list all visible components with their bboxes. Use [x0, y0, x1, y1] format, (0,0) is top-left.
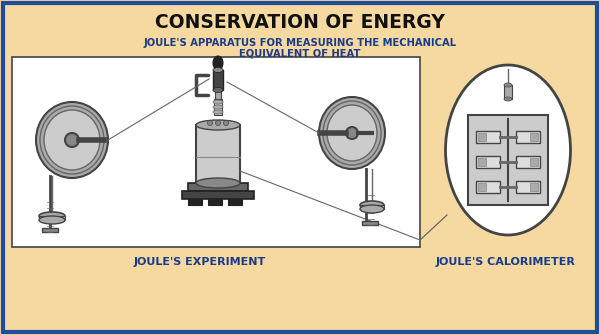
Ellipse shape	[504, 97, 512, 101]
FancyBboxPatch shape	[12, 57, 420, 247]
FancyBboxPatch shape	[476, 181, 500, 193]
Text: JOULE'S APPARATUS FOR MEASURING THE MECHANICAL: JOULE'S APPARATUS FOR MEASURING THE MECH…	[143, 38, 457, 48]
Ellipse shape	[445, 65, 571, 235]
FancyBboxPatch shape	[215, 89, 221, 99]
FancyBboxPatch shape	[188, 183, 248, 191]
Ellipse shape	[39, 216, 65, 224]
FancyBboxPatch shape	[504, 85, 512, 99]
Ellipse shape	[327, 105, 377, 161]
Ellipse shape	[223, 121, 229, 126]
FancyBboxPatch shape	[42, 228, 58, 232]
Ellipse shape	[215, 121, 221, 126]
FancyBboxPatch shape	[213, 70, 223, 90]
Ellipse shape	[44, 110, 100, 170]
FancyBboxPatch shape	[39, 216, 65, 220]
Ellipse shape	[36, 102, 108, 178]
Ellipse shape	[214, 57, 223, 69]
Ellipse shape	[213, 87, 223, 92]
FancyBboxPatch shape	[476, 156, 500, 168]
Ellipse shape	[213, 100, 223, 104]
Ellipse shape	[213, 110, 223, 114]
FancyBboxPatch shape	[228, 199, 242, 205]
Ellipse shape	[504, 83, 512, 87]
Ellipse shape	[360, 205, 384, 213]
FancyBboxPatch shape	[196, 125, 240, 183]
Text: EQUIVALENT OF HEAT: EQUIVALENT OF HEAT	[239, 48, 361, 58]
Ellipse shape	[346, 127, 358, 139]
FancyBboxPatch shape	[362, 221, 378, 225]
FancyBboxPatch shape	[530, 158, 538, 166]
Text: JOULE'S EXPERIMENT: JOULE'S EXPERIMENT	[134, 257, 266, 267]
FancyBboxPatch shape	[478, 133, 486, 141]
Text: CONSERVATION OF ENERGY: CONSERVATION OF ENERGY	[155, 12, 445, 31]
FancyBboxPatch shape	[516, 156, 540, 168]
FancyBboxPatch shape	[360, 205, 384, 209]
FancyBboxPatch shape	[208, 199, 222, 205]
FancyBboxPatch shape	[214, 99, 222, 115]
Ellipse shape	[213, 67, 223, 72]
Ellipse shape	[39, 212, 65, 220]
FancyBboxPatch shape	[182, 191, 254, 199]
Text: JOULE'S CALORIMETER: JOULE'S CALORIMETER	[436, 257, 576, 267]
FancyBboxPatch shape	[530, 133, 538, 141]
Ellipse shape	[196, 120, 240, 130]
FancyBboxPatch shape	[468, 115, 548, 205]
FancyBboxPatch shape	[478, 183, 486, 191]
Ellipse shape	[213, 105, 223, 109]
FancyBboxPatch shape	[188, 199, 202, 205]
Ellipse shape	[65, 133, 79, 147]
Ellipse shape	[196, 178, 240, 188]
Ellipse shape	[208, 121, 212, 126]
Ellipse shape	[360, 201, 384, 209]
FancyBboxPatch shape	[516, 181, 540, 193]
FancyBboxPatch shape	[530, 183, 538, 191]
FancyBboxPatch shape	[476, 131, 500, 143]
FancyBboxPatch shape	[516, 131, 540, 143]
FancyBboxPatch shape	[3, 3, 597, 332]
FancyBboxPatch shape	[478, 158, 486, 166]
Ellipse shape	[319, 97, 385, 169]
